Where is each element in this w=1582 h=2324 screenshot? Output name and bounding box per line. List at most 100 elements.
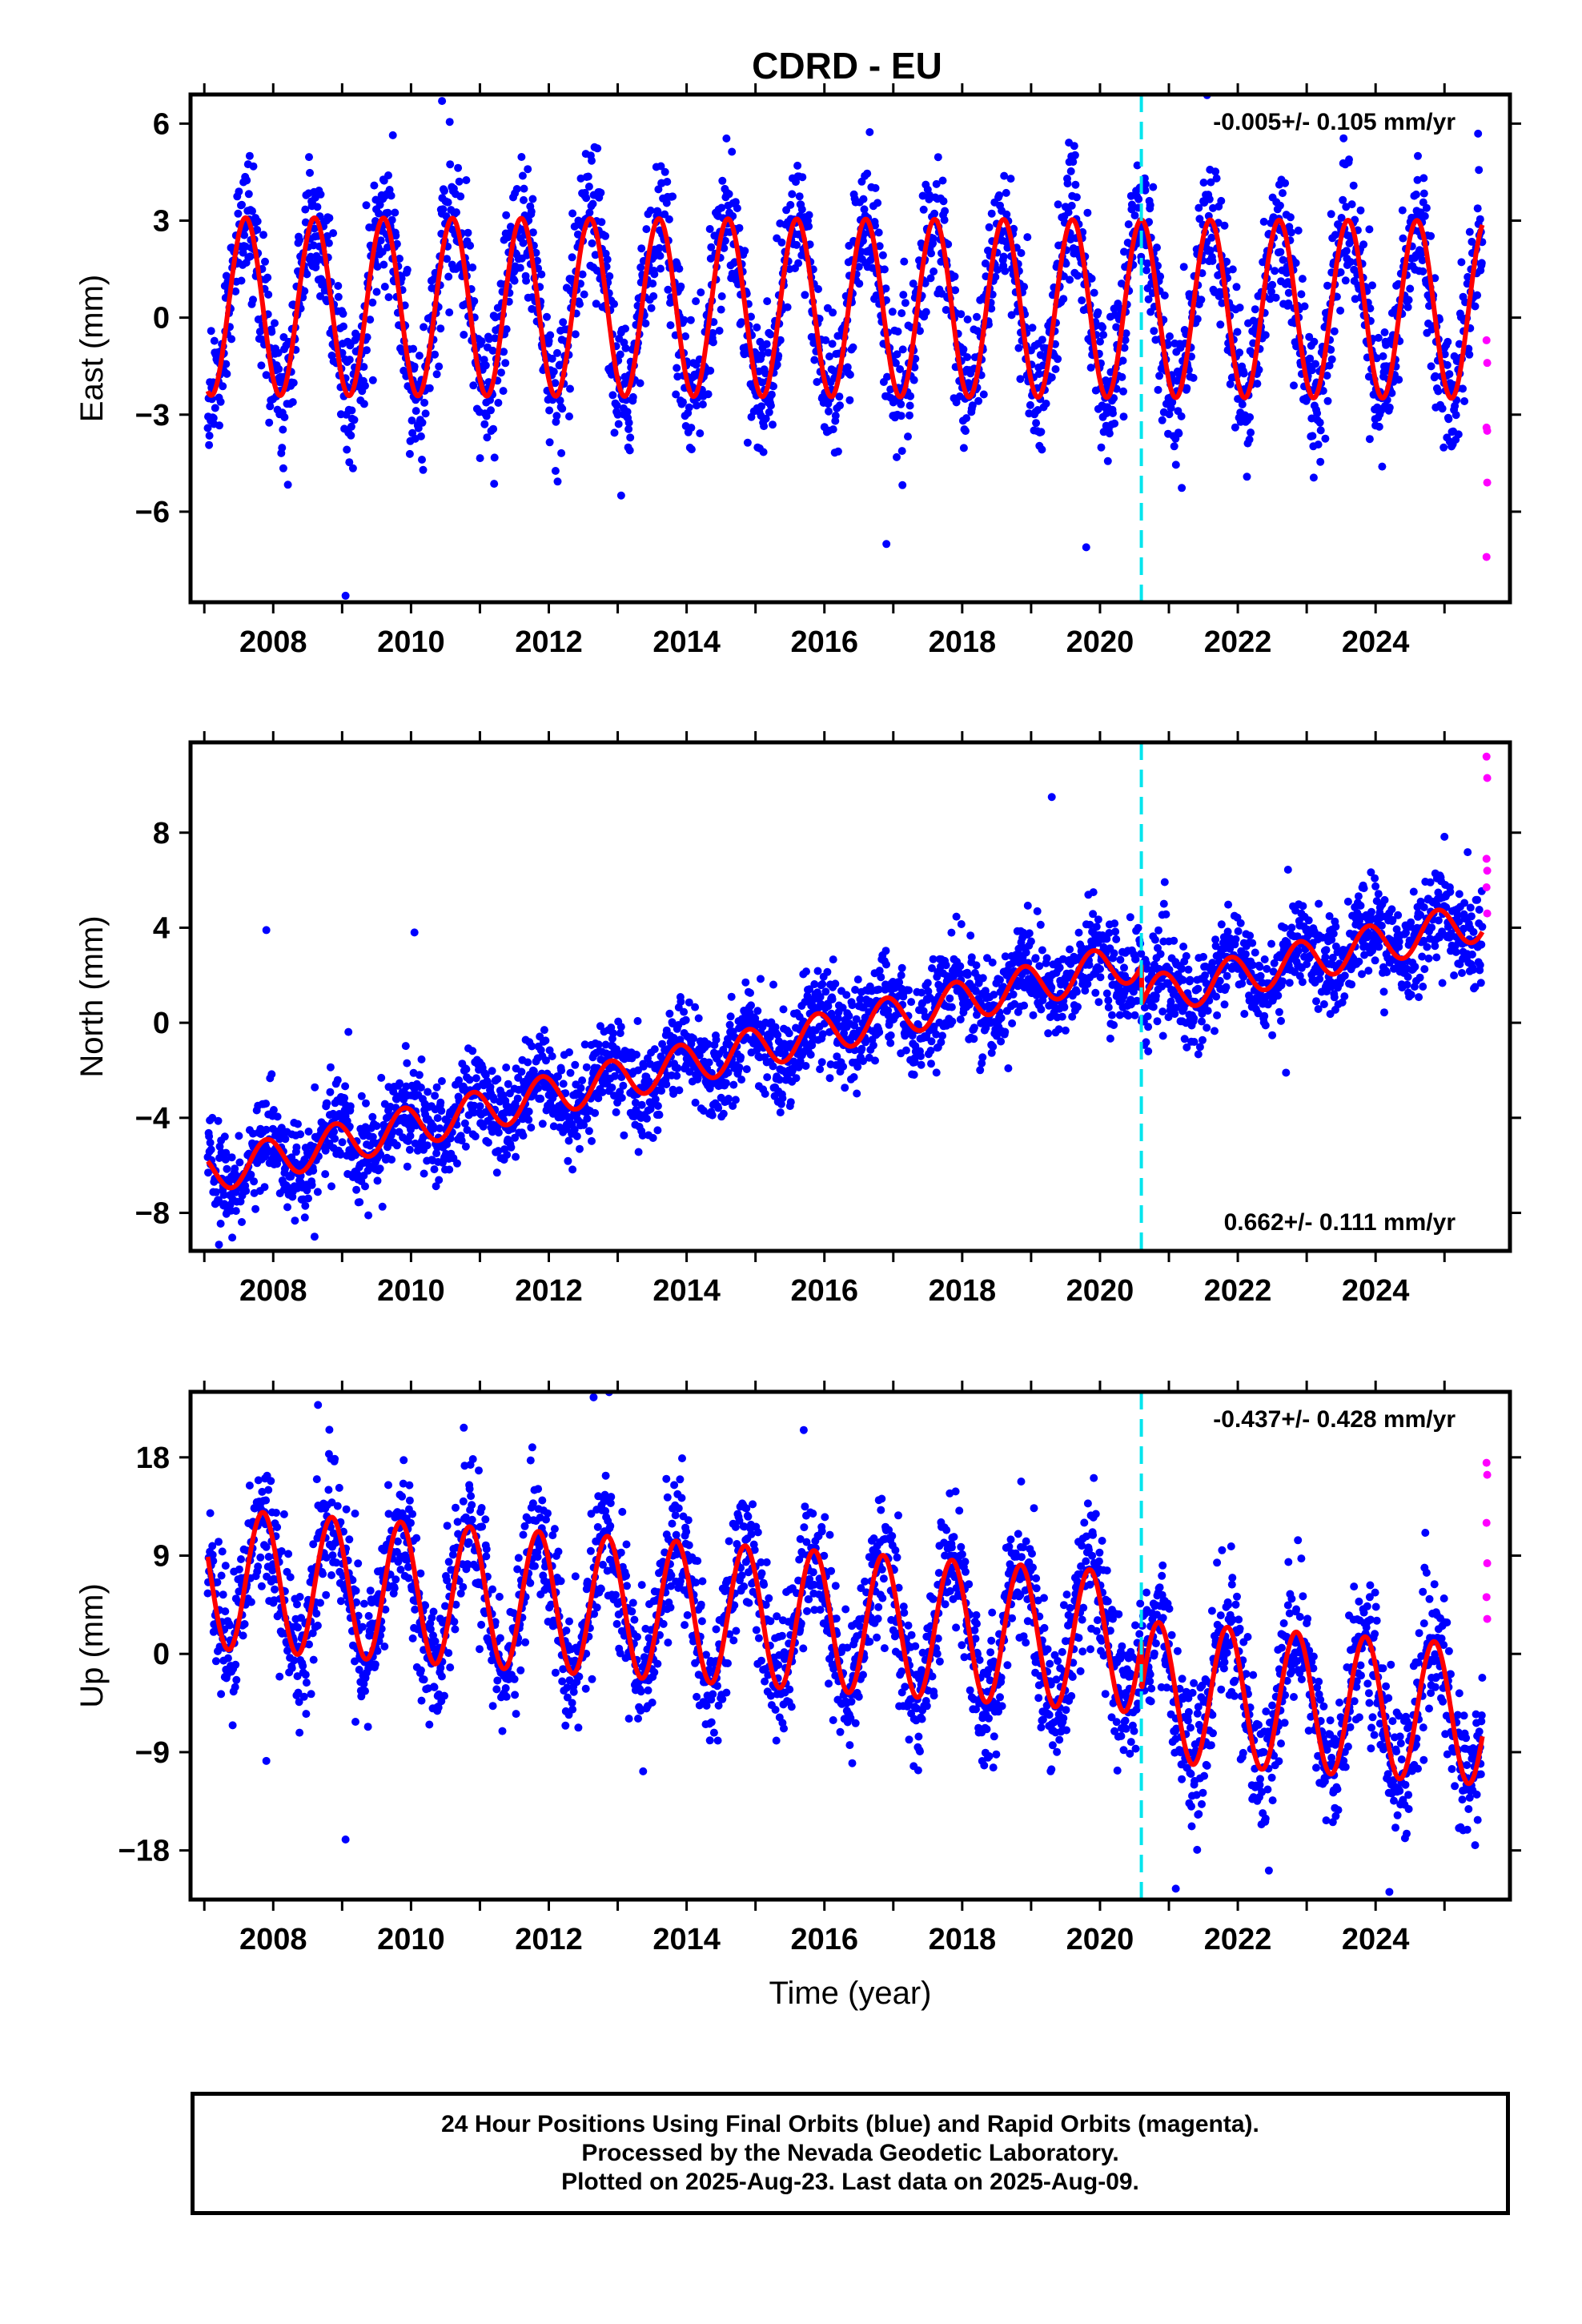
- final-orbit-point: [942, 961, 950, 970]
- final-orbit-point: [632, 1051, 640, 1059]
- final-orbit-point: [934, 153, 942, 162]
- final-orbit-point: [855, 279, 864, 288]
- final-orbit-point: [1228, 265, 1237, 274]
- final-orbit-point: [794, 259, 803, 267]
- final-orbit-point: [947, 1003, 956, 1011]
- y-tick-label: −3: [135, 399, 170, 432]
- final-orbit-point: [709, 318, 718, 327]
- final-orbit-point: [1020, 1001, 1029, 1010]
- final-orbit-point: [1142, 1038, 1150, 1047]
- final-orbit-point: [717, 203, 726, 212]
- final-orbit-point: [455, 177, 464, 186]
- final-orbit-point: [1216, 320, 1225, 329]
- final-orbit-point: [279, 464, 287, 472]
- final-orbit-point: [1038, 946, 1046, 955]
- final-orbit-point: [1420, 211, 1429, 220]
- final-orbit-point: [1217, 196, 1226, 205]
- final-orbit-point: [329, 229, 338, 238]
- final-orbit-point: [439, 205, 448, 214]
- final-orbit-point: [488, 1067, 496, 1076]
- final-orbit-point: [951, 286, 960, 295]
- final-orbit-point: [355, 1198, 364, 1207]
- final-orbit-point: [518, 171, 527, 180]
- final-orbit-point: [316, 292, 324, 300]
- final-orbit-point: [510, 276, 519, 285]
- final-orbit-point: [377, 1073, 386, 1082]
- final-orbit-point: [1477, 259, 1486, 267]
- final-orbit-point: [886, 385, 895, 394]
- final-orbit-point: [301, 218, 310, 227]
- final-orbit-point: [1281, 179, 1290, 187]
- final-orbit-point: [558, 404, 567, 413]
- final-orbit-point: [1002, 210, 1011, 219]
- final-orbit-point: [821, 336, 830, 344]
- final-orbit-point: [259, 231, 267, 239]
- final-orbit-point: [978, 974, 987, 983]
- final-orbit-point: [737, 1053, 745, 1061]
- final-orbit-point: [1106, 1034, 1114, 1043]
- final-orbit-point: [636, 263, 645, 271]
- rapid-orbit-point: [1482, 553, 1491, 561]
- final-orbit-point: [499, 387, 508, 396]
- final-orbit-point: [205, 440, 214, 449]
- final-orbit-point: [403, 265, 412, 274]
- final-orbit-point: [340, 1094, 349, 1103]
- final-orbit-point: [1042, 400, 1050, 408]
- final-orbit-point: [957, 310, 966, 319]
- final-orbit-point: [216, 1220, 225, 1228]
- final-orbit-point: [1091, 988, 1100, 997]
- final-orbit-point: [687, 424, 696, 432]
- final-orbit-point: [705, 1058, 713, 1067]
- final-orbit-point: [1251, 305, 1259, 314]
- final-orbit-point: [568, 253, 576, 262]
- final-orbit-point: [462, 1065, 471, 1074]
- final-orbit-point: [927, 1059, 935, 1068]
- final-orbit-point: [405, 449, 414, 458]
- final-orbit-point: [339, 309, 347, 318]
- final-orbit-point: [1276, 247, 1285, 256]
- final-orbit-point: [733, 204, 741, 212]
- final-orbit-point: [527, 1124, 536, 1132]
- final-orbit-point: [1002, 188, 1010, 197]
- final-orbit-point: [1092, 923, 1101, 931]
- final-orbit-point: [437, 1107, 446, 1116]
- final-orbit-point: [1414, 151, 1422, 160]
- final-orbit-point: [242, 1187, 251, 1196]
- final-orbit-point: [999, 252, 1008, 261]
- final-orbit-point: [875, 242, 884, 251]
- x-tick-label: 2010: [377, 625, 445, 659]
- final-orbit-point: [1406, 284, 1415, 293]
- final-orbit-point: [854, 263, 863, 271]
- final-orbit-point: [897, 971, 905, 979]
- final-orbit-point: [966, 931, 975, 940]
- final-orbit-point: [240, 231, 249, 239]
- final-orbit-point: [1208, 256, 1217, 265]
- final-orbit-point: [698, 400, 707, 408]
- final-orbit-point: [715, 327, 724, 335]
- final-orbit-point: [873, 199, 882, 207]
- final-orbit-point: [1014, 344, 1023, 352]
- final-orbit-point: [709, 328, 717, 337]
- final-orbit-point: [528, 304, 536, 313]
- y-tick-label: 0: [153, 302, 170, 336]
- final-orbit-point: [1193, 315, 1202, 324]
- final-orbit-point: [612, 401, 621, 410]
- final-orbit-point: [283, 1203, 291, 1212]
- final-orbit-point: [1072, 987, 1081, 996]
- final-orbit-point: [1061, 1026, 1070, 1035]
- final-orbit-point: [886, 1031, 895, 1039]
- final-orbit-point: [540, 1026, 548, 1035]
- final-orbit-point: [808, 1041, 817, 1050]
- final-orbit-point: [552, 412, 561, 420]
- final-orbit-point: [948, 1017, 957, 1026]
- final-orbit-point: [619, 1081, 628, 1090]
- final-orbit-point: [1178, 484, 1186, 493]
- final-orbit-point: [264, 290, 273, 299]
- final-orbit-point: [480, 420, 489, 428]
- final-orbit-point: [963, 353, 972, 361]
- final-orbit-point: [709, 338, 717, 347]
- final-orbit-point: [1380, 328, 1389, 336]
- final-orbit-point: [571, 330, 580, 339]
